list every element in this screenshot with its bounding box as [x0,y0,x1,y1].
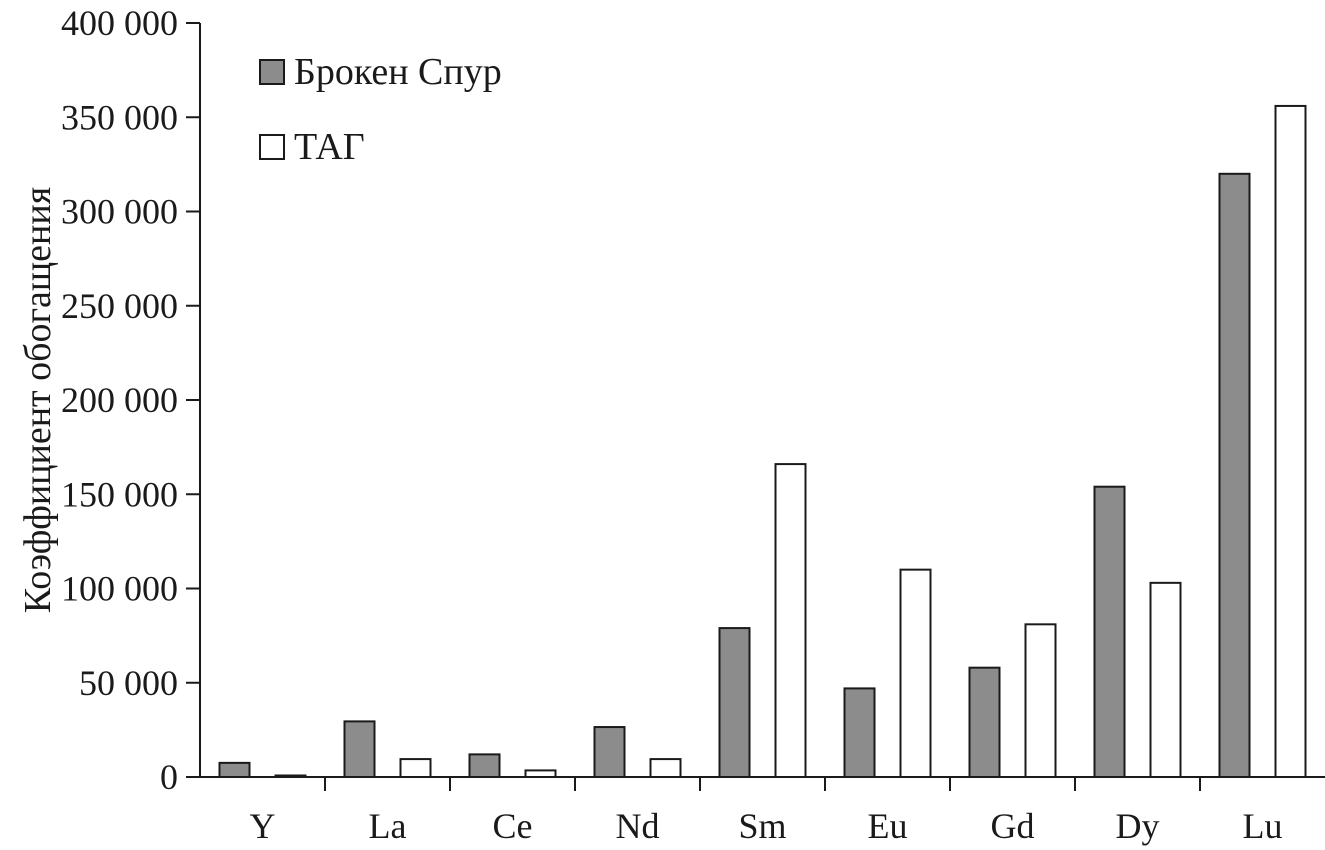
bar-series-1-lu [1218,172,1251,779]
bars [218,104,1307,779]
y-tick-label: 250 000 [61,286,178,326]
y-axis-title: Коэффициент обогащения [17,187,59,613]
x-tick-label: La [369,806,407,846]
bar-series-2-gd [1024,623,1057,778]
x-tick-label: Eu [868,806,908,846]
bar-series-1-sm [718,627,751,779]
legend-label: ТАГ [294,126,365,168]
legend-label: Брокен Спур [294,51,502,93]
bar-series-1-dy [1093,485,1126,778]
y-tick-label: 150 000 [61,474,178,514]
bar-series-1-eu [843,687,876,779]
bar-series-1-y [218,761,251,778]
legend-swatch [259,134,285,160]
bar-series-2-sm [774,463,807,778]
x-tick-label: Ce [493,806,533,846]
bar-series-2-nd [649,758,682,779]
x-tick-label: Gd [991,806,1035,846]
y-tick-label: 100 000 [61,569,178,609]
y-tick-label: 300 000 [61,192,178,232]
x-tick-label: Nd [616,806,660,846]
bar-series-2-la [399,758,432,779]
bar-series-2-eu [899,568,932,779]
bar-series-1-nd [593,726,626,778]
x-axis-ticks: Y La Ce Nd Sm Eu Gd Dy Lu [250,777,1283,846]
y-tick-label: 0 [160,757,178,797]
x-tick-label: Dy [1116,806,1160,846]
bar-series-2-dy [1149,581,1182,778]
bar-series-1-la [343,720,376,779]
x-tick-label: Y [250,806,276,846]
legend: Брокен Спур ТАГ [259,51,502,168]
bar-series-1-ce [468,753,501,779]
y-axis-ticks: 0 50 000 100 000 150 000 200 000 250 000 300 0… [61,3,200,797]
x-tick-label: Sm [738,806,786,846]
bar-series-2-lu [1274,104,1307,778]
x-tick-label: Lu [1243,806,1283,846]
y-tick-label: 350 000 [61,97,178,137]
legend-swatch [259,59,285,85]
y-tick-label: 400 000 [61,3,178,43]
y-tick-label: 200 000 [61,380,178,420]
bar-series-1-gd [968,666,1001,778]
y-tick-label: 50 000 [79,663,178,703]
